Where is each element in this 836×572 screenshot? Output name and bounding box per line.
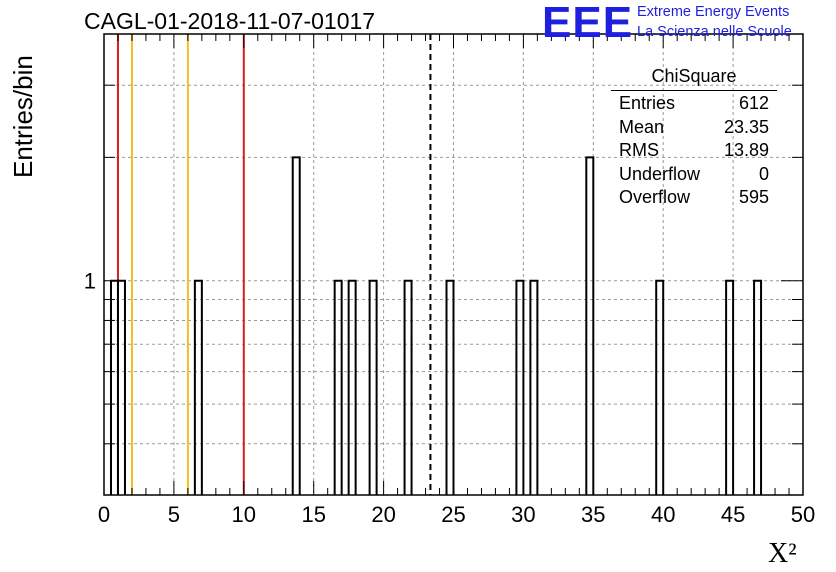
histogram-bar xyxy=(515,279,525,495)
x-tick-label: 40 xyxy=(651,502,675,527)
logo-text-line2: La Scienza nelle Scuole xyxy=(637,24,792,40)
stats-box: ChiSquare Entries 612 Mean 23.35 RMS 13.… xyxy=(611,66,777,211)
stats-row-rms: RMS 13.89 xyxy=(611,140,777,164)
histogram-bar xyxy=(116,279,126,495)
stats-row-entries: Entries 612 xyxy=(611,93,777,117)
histogram-bars xyxy=(109,156,763,495)
histogram-bar xyxy=(585,156,595,495)
histogram-bar xyxy=(753,279,763,495)
logo-text-line1: Extreme Energy Events xyxy=(637,4,790,20)
eee-logo: EEE xyxy=(542,0,634,47)
x-tick-label: 20 xyxy=(371,502,395,527)
stats-value: 13.89 xyxy=(723,140,769,160)
chart-title: CAGL-01-2018-11-07-01017 xyxy=(84,8,376,34)
x-tick-label: 25 xyxy=(441,502,465,527)
stats-label: Underflow xyxy=(619,163,701,184)
stats-row-overflow: Overflow 595 xyxy=(611,187,777,211)
stats-label: Mean xyxy=(619,116,665,137)
stats-row-underflow: Underflow 0 xyxy=(611,164,777,188)
x-axis-label: X² xyxy=(768,538,797,569)
histogram-bar xyxy=(655,279,665,495)
y-tick-label: 1 xyxy=(84,269,96,294)
x-tick-label: 5 xyxy=(168,502,180,527)
x-tick-label: 30 xyxy=(511,502,535,527)
x-tick-label: 0 xyxy=(98,502,110,527)
histogram-bar xyxy=(445,279,455,495)
stats-label: Overflow xyxy=(619,187,691,207)
stats-row-mean: Mean 23.35 xyxy=(611,117,777,141)
histogram-bar xyxy=(529,279,539,495)
stats-value: 595 xyxy=(738,187,769,207)
stats-value: 23.35 xyxy=(723,116,769,137)
stats-label: RMS xyxy=(619,140,659,160)
stats-label: Entries xyxy=(619,93,676,113)
x-tick-label: 35 xyxy=(581,502,605,527)
stats-value: 612 xyxy=(738,93,769,113)
histogram-bar xyxy=(368,279,378,495)
histogram-bar xyxy=(403,279,413,495)
reference-lines xyxy=(116,34,432,495)
histogram-bar xyxy=(109,279,119,495)
x-tick-label: 10 xyxy=(232,502,256,527)
histogram-bar xyxy=(725,279,735,495)
histogram-bar xyxy=(291,156,301,495)
x-tick-label: 45 xyxy=(721,502,745,527)
histogram-bar xyxy=(193,279,203,495)
axes: 0 5 10 15 20 25 30 35 40 45 50 1 xyxy=(84,33,815,527)
x-tick-label: 15 xyxy=(301,502,325,527)
histogram-bar xyxy=(347,279,357,495)
stats-value: 0 xyxy=(758,163,769,184)
x-tick-label: 50 xyxy=(791,502,815,527)
histogram-bar xyxy=(333,279,343,495)
y-axis-label: Entries/bin xyxy=(8,55,38,178)
stats-title: ChiSquare xyxy=(611,66,777,91)
